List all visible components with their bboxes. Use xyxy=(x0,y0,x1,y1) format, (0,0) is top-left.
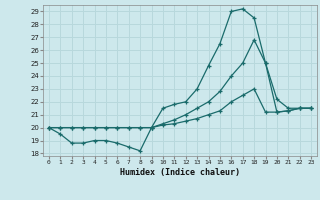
X-axis label: Humidex (Indice chaleur): Humidex (Indice chaleur) xyxy=(120,168,240,177)
